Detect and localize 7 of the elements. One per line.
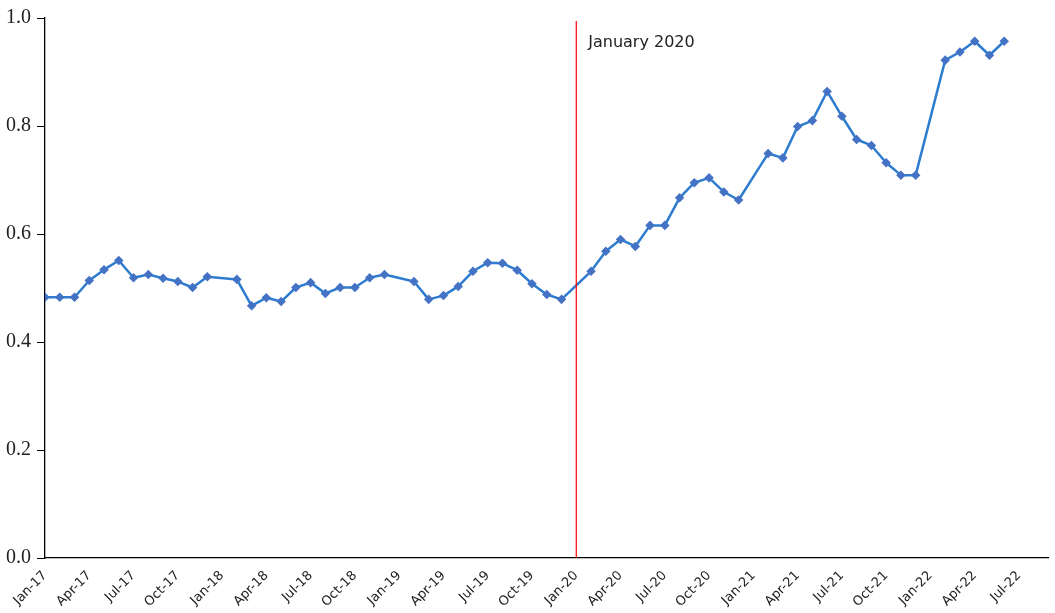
y-tick-label: 0.2 (6, 437, 31, 460)
y-tick-label: 0.0 (6, 545, 31, 568)
y-tick-label: 1.0 (6, 5, 31, 28)
y-tick-label: 0.8 (6, 113, 31, 136)
y-tick-label: 0.4 (6, 329, 31, 352)
y-tick-label: 0.6 (6, 221, 31, 244)
ref-line-label: January 2020 (587, 32, 695, 52)
